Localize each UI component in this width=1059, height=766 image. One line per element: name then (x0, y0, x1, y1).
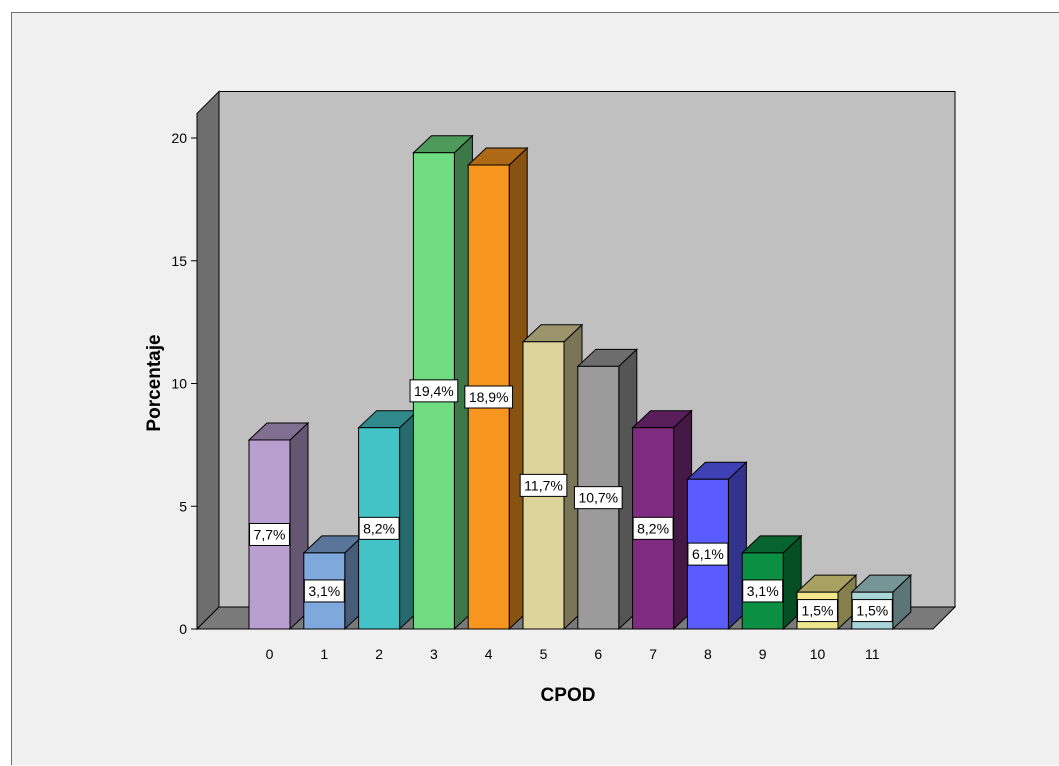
data-label-text: 6,1% (692, 546, 724, 562)
data-label: 3,1% (303, 579, 345, 603)
y-tick-label: 0 (179, 621, 187, 637)
data-label-box (573, 486, 623, 510)
data-label: 19,4% (409, 379, 459, 403)
data-label-text: 8,2% (363, 520, 395, 536)
data-labels: 7,7% 3,1% 8,2% 19,4% 18,9% 11,7% 10,7% 8,2% 6,1%… (249, 379, 893, 623)
data-label-box (409, 379, 459, 403)
data-label-box (851, 599, 893, 623)
data-label-text: 1,5% (802, 603, 834, 619)
data-label: 18,9% (464, 385, 514, 409)
y-axis-title: Porcentaje (144, 334, 165, 431)
data-label-box (464, 385, 514, 409)
data-label-box (687, 542, 729, 566)
data-label-box (519, 473, 568, 497)
data-label-text: 3,1% (308, 583, 340, 599)
y-tick-label: 15 (171, 253, 187, 269)
x-tick-label: 5 (540, 646, 548, 662)
x-axis-title: CPOD (541, 685, 596, 706)
data-label: 1,5% (797, 599, 838, 623)
x-tick-label: 2 (375, 646, 383, 662)
x-tick-label: 0 (266, 646, 274, 662)
x-tick-label: 9 (759, 646, 767, 662)
data-label-text: 3,1% (747, 583, 779, 599)
x-tick-label: 7 (649, 646, 657, 662)
x-tick-label: 3 (430, 646, 438, 662)
y-tick-label: 10 (171, 376, 187, 392)
data-label: 11,7% (519, 473, 568, 497)
x-axis: 0 1 2 3 4 5 6 7 8 9 10 11 (266, 646, 880, 662)
chart-frame: 0 5 10 15 20 7,7% 3,1% 8,2% 19,4% 18,9% 11,7% 10,7… (11, 12, 1059, 765)
data-label-box (249, 522, 290, 546)
data-label-text: 10,7% (578, 490, 618, 506)
data-label: 8,2% (632, 516, 674, 540)
side-wall (196, 90, 220, 631)
x-tick-label: 4 (485, 646, 493, 662)
bar-11 (850, 574, 913, 631)
data-label-box (797, 599, 838, 623)
y-axis: 0 5 10 15 20 (171, 113, 198, 637)
data-label-text: 7,7% (254, 526, 286, 542)
data-label-text: 11,7% (524, 477, 563, 493)
data-label-box (303, 579, 345, 603)
data-label-box (632, 516, 674, 540)
data-label: 10,7% (573, 486, 623, 510)
x-tick-label: 11 (865, 646, 880, 662)
data-label: 8,2% (358, 516, 400, 540)
data-label-box (742, 579, 784, 603)
data-label: 7,7% (249, 522, 290, 546)
x-tick-label: 10 (810, 646, 826, 662)
x-tick-label: 8 (704, 646, 712, 662)
data-label-text: 18,9% (469, 389, 509, 405)
data-label-text: 8,2% (637, 520, 669, 536)
y-tick-label: 20 (171, 130, 187, 146)
data-label: 6,1% (687, 542, 729, 566)
data-label-box (358, 516, 400, 540)
x-tick-label: 1 (320, 646, 328, 662)
y-tick-label: 5 (179, 498, 187, 514)
data-label-text: 1,5% (856, 603, 888, 619)
data-label: 3,1% (742, 579, 784, 603)
x-tick-label: 6 (594, 646, 602, 662)
data-label: 1,5% (851, 599, 893, 623)
data-label-text: 19,4% (414, 383, 454, 399)
